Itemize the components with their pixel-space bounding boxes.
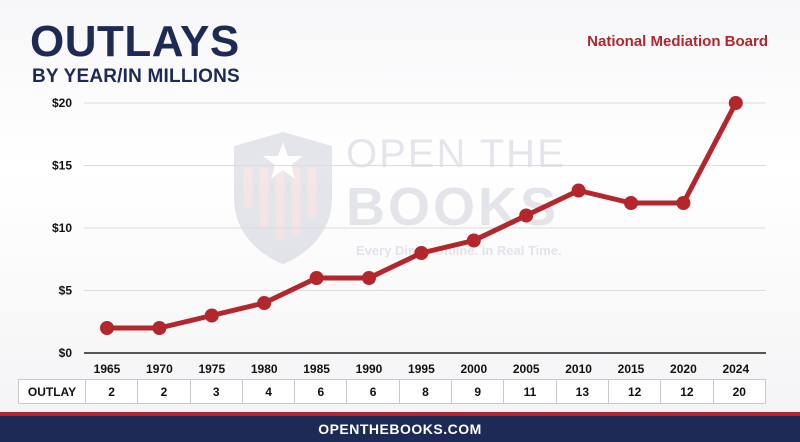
table-row: OUTLAY 2 2 3 4 6 6 8 9 11 13 12 12 20: [18, 379, 767, 404]
outlay-table: OUTLAY 2 2 3 4 6 6 8 9 11 13 12 12 20: [18, 379, 767, 404]
series-line: [104, 100, 739, 331]
x-tick-label: 1975: [198, 362, 225, 376]
table-row-label: OUTLAY: [18, 379, 86, 404]
x-tick-label: 1970: [146, 362, 173, 376]
data-point: [676, 196, 691, 210]
x-tick-label: 1990: [356, 362, 383, 376]
table-cell: 20: [712, 379, 767, 404]
table-cell: 13: [555, 379, 609, 404]
page-title: OUTLAYS: [30, 17, 240, 66]
data-point: [414, 246, 429, 260]
table-cell: 6: [294, 379, 348, 404]
data-point: [466, 233, 481, 248]
x-tick-label: 2020: [670, 362, 697, 376]
data-point: [309, 271, 324, 285]
x-tick-label: 1980: [251, 362, 278, 376]
table-cell: 2: [84, 379, 139, 404]
x-tick-label: 2015: [618, 362, 645, 376]
footer-accent-bar: [0, 412, 800, 416]
data-point: [571, 183, 586, 198]
data-point: [624, 196, 638, 210]
background: [0, 0, 800, 420]
x-tick-label: 1965: [94, 362, 121, 376]
page-subtitle: BY YEAR/IN MILLIONS: [32, 66, 240, 87]
x-tick-label: 2005: [513, 362, 540, 376]
table-cell: 8: [398, 379, 453, 404]
data-point: [100, 321, 114, 335]
table-cell: 4: [241, 379, 296, 404]
table-cell: 2: [137, 379, 191, 404]
y-tick-label: $20: [52, 96, 72, 110]
x-tick-label: 2024: [722, 362, 749, 376]
data-point: [257, 296, 272, 310]
table-cell: 9: [451, 379, 505, 404]
y-tick-label: $5: [59, 284, 73, 298]
data-point: [728, 96, 743, 110]
table-cell: 12: [607, 379, 662, 404]
x-tick-label: 1995: [408, 362, 435, 376]
y-tick-label: $10: [52, 221, 72, 235]
y-tick-label: $0: [59, 346, 73, 360]
y-tick-label: $15: [52, 159, 72, 173]
data-point: [362, 271, 376, 285]
data-point: [519, 208, 534, 223]
table-cell: 11: [503, 379, 557, 404]
x-tick-label: 2000: [460, 362, 487, 376]
table-cell: 12: [660, 379, 714, 404]
footer-url: OPENTHEBOOKS.COM: [0, 416, 800, 442]
outlays-line-chart: $0 $5 $10 $15 $20 1965 1970 1975 1980 1985 1990 19…: [52, 96, 766, 376]
agency-name: National Mediation Board: [587, 33, 768, 50]
x-tick-label: 2010: [565, 362, 592, 376]
data-point: [152, 321, 167, 335]
table-cell: 6: [346, 379, 400, 404]
data-point: [204, 308, 219, 323]
x-tick-label: 1985: [303, 362, 330, 376]
table-cell: 3: [189, 379, 243, 404]
